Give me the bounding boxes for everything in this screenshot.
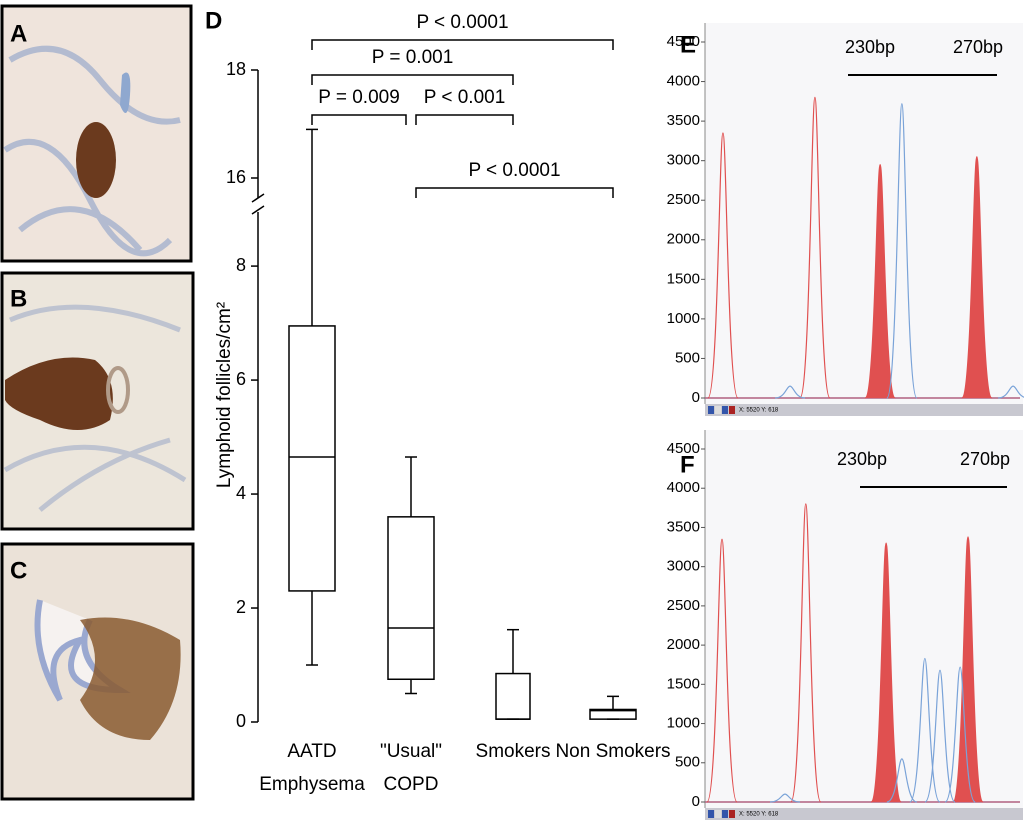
y-tick-label: 2500 — [667, 191, 700, 208]
panel-label: C — [10, 557, 27, 584]
y-tick-label: 2000 — [667, 636, 700, 653]
tissue — [3, 45, 181, 257]
peak — [769, 793, 801, 803]
y-tick-label: 16 — [226, 167, 246, 187]
y-tick-label: 1500 — [667, 270, 700, 287]
peak — [886, 103, 918, 399]
panel-label: D — [205, 7, 222, 34]
y-tick-label: 3000 — [667, 152, 700, 169]
status-icon — [722, 810, 728, 818]
box — [495, 672, 531, 720]
box — [288, 325, 336, 592]
y-tick-label: 4500 — [667, 440, 700, 457]
p-value: P = 0.009 — [318, 87, 400, 108]
tissue — [120, 72, 131, 113]
peak — [952, 536, 984, 803]
y-tick-label: 2000 — [667, 231, 700, 248]
y-tick-label: 3000 — [667, 558, 700, 575]
plot-layer: A B C D 0 2 4 6 8 16 18 Lymphoid follicles/cm² AATD E… — [10, 7, 1024, 820]
status-text: X: 5520 Y: 618 — [739, 812, 779, 818]
follicle — [80, 617, 181, 740]
y-tick-label: 4500 — [667, 33, 700, 50]
peak — [961, 156, 993, 399]
y-tick-label: 4000 — [667, 73, 700, 90]
x-tick-label: "Usual" — [380, 741, 442, 762]
y-tick-label: 18 — [226, 59, 246, 79]
axis-break — [251, 193, 265, 215]
bracket — [415, 114, 514, 125]
x-tick-label: Non Smokers — [555, 741, 670, 762]
status-icon — [729, 406, 735, 414]
micrographs — [0, 4, 195, 801]
x-tick-label: AATD — [287, 741, 336, 762]
peak — [998, 385, 1024, 399]
panel-label: B — [10, 285, 27, 312]
status-icon — [722, 406, 728, 414]
follicle — [76, 122, 116, 198]
y-tick-label: 6 — [236, 369, 246, 389]
peak — [774, 385, 806, 399]
x-tick-label: COPD — [384, 774, 439, 795]
box — [589, 708, 637, 720]
x-tick-label: Smokers — [476, 741, 551, 762]
peak — [799, 96, 831, 399]
p-value: P < 0.0001 — [468, 160, 560, 181]
y-tick-label: 3500 — [667, 112, 700, 129]
annotation: 230bp — [837, 449, 887, 469]
status-icon — [708, 810, 714, 818]
y-tick-label: 1500 — [667, 675, 700, 692]
bracket — [311, 114, 407, 125]
peak — [924, 669, 956, 803]
y-tick-label: 2500 — [667, 597, 700, 614]
vessel — [106, 366, 130, 414]
panel-label: E — [680, 31, 696, 58]
panel-label: F — [680, 451, 695, 478]
status-icon — [708, 406, 714, 414]
y-tick-label: 4 — [236, 483, 246, 503]
x-tick-label: Emphysema — [259, 774, 365, 795]
panel-label: A — [10, 20, 27, 47]
y-tick-label: 4000 — [667, 479, 700, 496]
y-tick-label: 500 — [675, 349, 700, 366]
y-tick-label: 0 — [692, 389, 700, 406]
y-tick-label: 8 — [236, 255, 246, 275]
peak — [870, 542, 902, 803]
peak — [864, 164, 896, 399]
annotation: 270bp — [953, 37, 1003, 57]
y-tick-label: 2 — [236, 597, 246, 617]
p-value: P < 0.001 — [424, 87, 506, 108]
y-tick-label: 500 — [675, 754, 700, 771]
box — [387, 516, 435, 681]
status-text: X: 5520 Y: 618 — [739, 408, 779, 414]
y-tick-label: 3500 — [667, 518, 700, 535]
y-tick-label: 1000 — [667, 715, 700, 732]
y-tick-label: 1000 — [667, 310, 700, 327]
p-value: P = 0.001 — [372, 47, 454, 68]
status-icon — [715, 406, 721, 414]
peak — [706, 538, 738, 803]
peak — [886, 758, 918, 803]
status-icon — [729, 810, 735, 818]
status-bar — [705, 808, 1023, 820]
tissue — [3, 304, 187, 512]
bracket — [311, 74, 514, 85]
p-value: P < 0.0001 — [416, 12, 508, 33]
status-bar — [705, 404, 1023, 416]
peak — [790, 503, 822, 803]
y-axis-label: Lymphoid follicles/cm² — [214, 302, 235, 488]
annotation: 230bp — [845, 37, 895, 57]
peak — [944, 666, 976, 803]
bracket — [415, 187, 614, 198]
follicle — [5, 357, 113, 430]
peak — [707, 132, 739, 399]
y-tick-label: 0 — [236, 711, 246, 731]
bracket — [311, 39, 614, 50]
annotation: 270bp — [960, 449, 1010, 469]
y-tick-label: 0 — [692, 793, 700, 810]
status-icon — [715, 810, 721, 818]
